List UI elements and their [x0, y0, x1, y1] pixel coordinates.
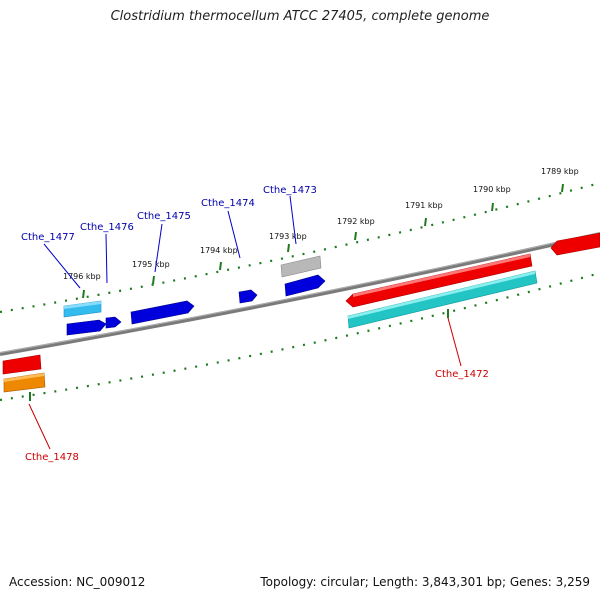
- map-title: Clostridium thermocellum ATCC 27405, com…: [110, 9, 490, 24]
- scale-label-1789: 1789 kbp: [541, 167, 579, 176]
- gene-right-edge-feature[interactable]: [550, 232, 600, 256]
- gene-cthe-1472-feature-top: [353, 254, 530, 297]
- lower-major-ticks: [29, 309, 449, 401]
- blue-leader-lines: [43, 195, 297, 289]
- label-cthe-1475[interactable]: Cthe_1475: [137, 211, 191, 222]
- gene-cthe-1473-feature[interactable]: [284, 274, 326, 297]
- genome-summary-text: Topology: circular; Length: 3,843,301 bp…: [260, 575, 590, 589]
- gene-cthe-1475-feature[interactable]: [130, 300, 195, 325]
- genome-backbone-highlight: [0, 232, 600, 354]
- label-cthe-1476[interactable]: Cthe_1476: [80, 222, 134, 233]
- scale-label-1791: 1791 kbp: [405, 201, 443, 210]
- gene-cthe-1477-feature-top: [64, 301, 101, 309]
- scale-label-1790: 1790 kbp: [473, 185, 511, 194]
- label-cthe-1474[interactable]: Cthe_1474: [201, 198, 255, 209]
- gene-cthe-1476b-feature[interactable]: [105, 316, 122, 329]
- label-cthe-1472[interactable]: Cthe_1472: [435, 369, 489, 380]
- gene-cthe-1476-feature[interactable]: [66, 319, 107, 336]
- gene-cthe-1478-feature[interactable]: [2, 354, 42, 375]
- upper-major-ticks: [82, 183, 564, 299]
- scale-label-1793: 1793 kbp: [269, 232, 307, 241]
- gene-cthe-1473-grey-feature[interactable]: [280, 255, 322, 278]
- gene-cthe-1472-rna-feature-top: [348, 271, 535, 319]
- scale-label-1794: 1794 kbp: [200, 246, 238, 255]
- gene-cthe-1474-feature[interactable]: [238, 289, 258, 304]
- label-cthe-1473[interactable]: Cthe_1473: [263, 185, 317, 196]
- genome-backbone: [0, 232, 600, 356]
- scale-label-1795: 1795 kbp: [132, 260, 170, 269]
- accession-text: Accession: NC_009012: [9, 575, 146, 589]
- scale-label-1792: 1792 kbp: [337, 217, 375, 226]
- label-cthe-1477[interactable]: Cthe_1477: [21, 232, 75, 243]
- gene-cthe-1472-rna-feature[interactable]: [347, 270, 538, 329]
- red-leader-lines: [28, 317, 462, 450]
- scale-label-1796: 1796 kbp: [63, 272, 101, 281]
- gene-cthe-1478-orange-top: [4, 373, 44, 382]
- label-cthe-1478[interactable]: Cthe_1478: [25, 452, 79, 463]
- gene-cthe-1472-feature[interactable]: [345, 253, 533, 308]
